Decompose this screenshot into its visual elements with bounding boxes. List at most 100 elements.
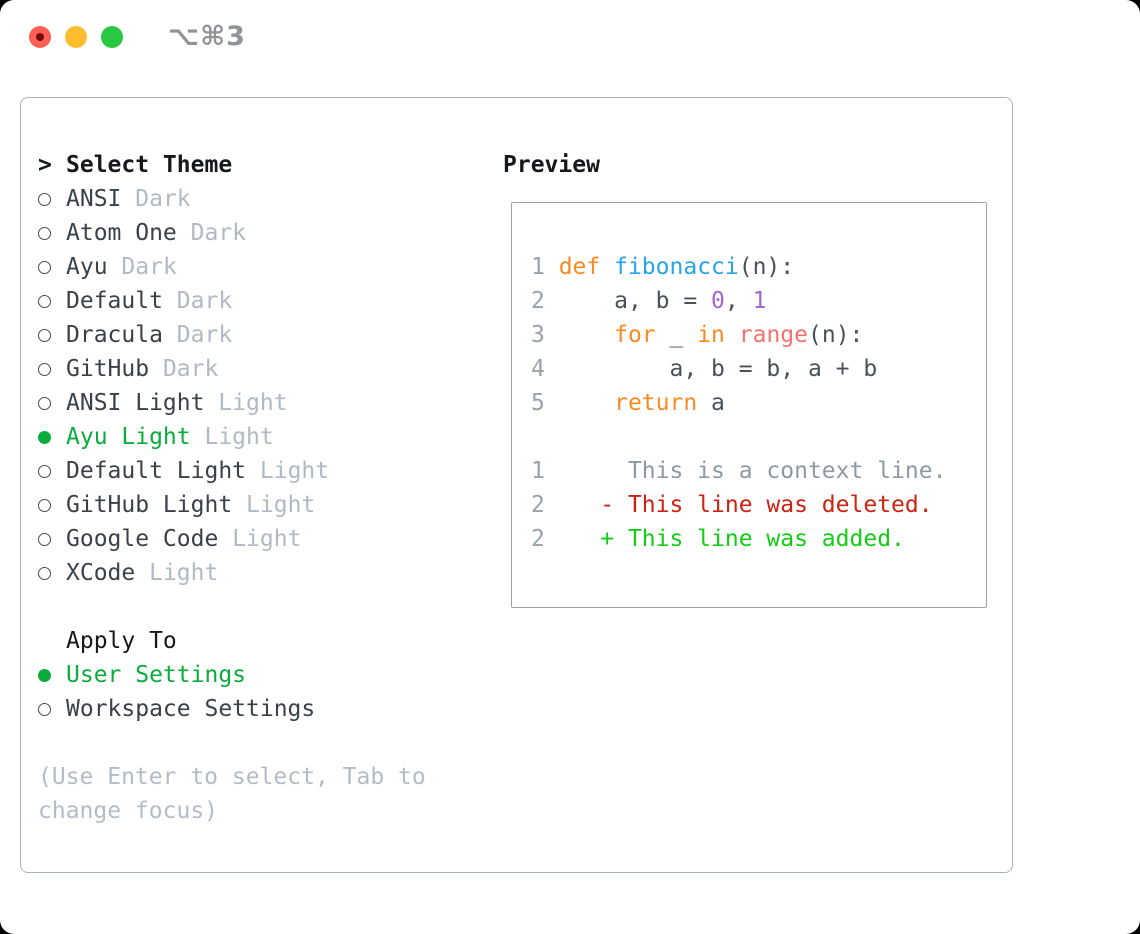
theme-variant-badge: Light — [204, 424, 274, 450]
radio-unselected-icon — [38, 464, 51, 478]
line-number: 2 — [531, 526, 559, 552]
line-number — [531, 424, 559, 450]
apply-option-user-settings[interactable]: User Settings — [38, 658, 488, 692]
apply-to-heading-label: Apply To — [66, 628, 177, 654]
minimize-button-icon[interactable] — [65, 26, 87, 48]
code-token-ctx: This is a context line. — [558, 458, 947, 484]
select-theme-heading-label: Select Theme — [66, 152, 233, 178]
radio-unselected-icon — [38, 532, 51, 546]
code-line: 1 This is a context line. — [531, 454, 946, 488]
apply-option-label: User Settings — [66, 662, 247, 688]
theme-name: ANSI Light — [66, 390, 205, 416]
theme-option-ansi[interactable]: ANSI Dark — [38, 182, 488, 216]
theme-name: ANSI — [66, 186, 122, 212]
theme-option-xcode[interactable]: XCode Light — [38, 556, 488, 590]
apply-to-list: User Settings Workspace Settings — [38, 658, 488, 726]
zoom-button-icon[interactable] — [101, 26, 123, 48]
code-token-pl: a, b = — [558, 288, 712, 314]
theme-variant-badge: Dark — [190, 220, 247, 246]
line-number: 3 — [531, 322, 559, 348]
radio-marker — [38, 260, 66, 274]
theme-option-ayu[interactable]: Ayu Dark — [38, 250, 488, 284]
code-token-num: 0 — [711, 288, 725, 314]
gap — [232, 488, 246, 522]
radio-unselected-icon — [38, 702, 51, 716]
theme-option-ansi-light[interactable]: ANSI Light Light — [38, 386, 488, 420]
line-number: 1 — [531, 458, 559, 484]
theme-name: XCode — [66, 560, 136, 586]
theme-name: Atom One — [66, 220, 177, 246]
code-token-pl: a — [697, 390, 725, 416]
theme-option-dracula[interactable]: Dracula Dark — [38, 318, 488, 352]
theme-name: Ayu — [66, 254, 108, 280]
theme-variant-badge: Light — [218, 390, 288, 416]
code-token-pl — [559, 390, 614, 416]
keyboard-hint-line: (Use Enter to select, Tab to — [38, 764, 426, 790]
radio-unselected-icon — [38, 192, 51, 206]
radio-marker — [38, 396, 66, 410]
code-line: 2 + This line was added. — [531, 522, 946, 556]
theme-variant-badge: Dark — [162, 356, 219, 382]
code-token-num: 1 — [752, 288, 767, 314]
radio-unselected-icon — [38, 226, 51, 240]
theme-variant-badge: Light — [232, 526, 302, 552]
line-number: 2 — [531, 288, 559, 314]
cursor-arrow-icon: > — [38, 152, 52, 178]
line-number: 1 — [531, 254, 559, 280]
apply-option-workspace-settings[interactable]: Workspace Settings — [38, 692, 488, 726]
radio-unselected-icon — [38, 328, 51, 342]
code-token-pl — [725, 322, 739, 348]
code-line: 2 - This line was deleted. — [531, 488, 946, 522]
spacer — [38, 590, 488, 624]
line-number: 2 — [531, 492, 559, 518]
gap — [191, 420, 205, 454]
code-token-kw: def — [558, 254, 601, 280]
spacer — [38, 726, 488, 760]
code-token-pl: (n): — [738, 254, 795, 280]
theme-name: Default — [66, 288, 163, 314]
theme-option-default-light[interactable]: Default Light Light — [38, 454, 488, 488]
titlebar: ⌥⌘3 — [29, 23, 246, 50]
theme-name: GitHub — [66, 356, 150, 382]
theme-variant-badge: Light — [259, 458, 330, 484]
theme-name: Dracula — [66, 322, 163, 348]
radio-marker — [38, 192, 66, 206]
theme-variant-badge: Dark — [121, 254, 177, 280]
gap — [246, 454, 260, 488]
radio-marker — [38, 498, 66, 512]
radio-marker — [38, 566, 66, 580]
theme-option-github-light[interactable]: GitHub Light Light — [38, 488, 488, 522]
theme-option-ayu-light[interactable]: Ayu Light Light — [38, 420, 488, 454]
code-line — [531, 420, 946, 454]
theme-variant-badge: Light — [149, 560, 219, 586]
theme-option-atom-one[interactable]: Atom One Dark — [38, 216, 488, 250]
keyboard-hint-line: change focus) — [38, 798, 219, 824]
radio-marker — [38, 226, 66, 240]
radio-unselected-icon — [38, 362, 51, 376]
preview-heading: Preview — [503, 152, 600, 178]
apply-to-heading: Apply To — [38, 624, 488, 658]
code-token-kw: in — [697, 322, 725, 348]
keyboard-hint: (Use Enter to select, Tab to change focu… — [38, 760, 488, 828]
gap — [163, 284, 177, 318]
theme-option-google-code[interactable]: Google Code Light — [38, 522, 488, 556]
radio-unselected-icon — [38, 498, 51, 512]
code-token-del: - This line was deleted. — [558, 492, 933, 518]
radio-marker — [38, 328, 66, 342]
code-token-pl — [559, 322, 614, 348]
theme-selector-column: > Select Theme ANSI Dark Atom One Dark Ayu … — [38, 148, 488, 828]
gap — [135, 556, 149, 590]
close-button-icon[interactable] — [29, 26, 51, 48]
theme-variant-badge: Dark — [176, 322, 233, 348]
theme-option-default[interactable]: Default Dark — [38, 284, 488, 318]
theme-option-github[interactable]: GitHub Dark — [38, 352, 488, 386]
radio-unselected-icon — [38, 396, 51, 410]
code-token-pl: _ — [655, 322, 698, 348]
code-token-pl: , — [724, 288, 753, 314]
theme-name: Google Code — [66, 526, 219, 552]
code-token-kw: return — [614, 390, 698, 416]
radio-selected-icon — [38, 668, 51, 682]
code-line: 1 def fibonacci(n): — [531, 250, 946, 284]
